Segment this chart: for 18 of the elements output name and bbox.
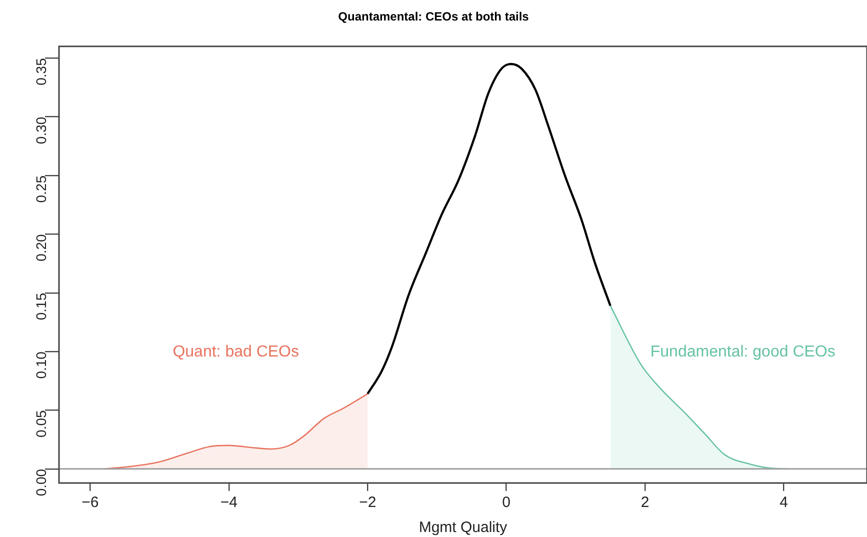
x-axis-title: Mgmt Quality bbox=[418, 519, 508, 536]
x-tick-label: 4 bbox=[780, 494, 788, 512]
x-tick-label: 2 bbox=[640, 494, 650, 512]
x-tick-label: 0 bbox=[502, 494, 511, 512]
y-tick-label: 0.15 bbox=[32, 292, 49, 320]
y-tick-label: 0.10 bbox=[32, 351, 49, 379]
y-tick-label: 0.00 bbox=[32, 468, 49, 496]
y-tick-label: 0.30 bbox=[32, 116, 49, 144]
y-tick-label: 0.25 bbox=[32, 175, 49, 203]
x-tick-label: −2 bbox=[359, 494, 376, 512]
x-tick-label: −4 bbox=[220, 494, 238, 512]
chart-title: Quantamental: CEOs at both tails bbox=[338, 10, 530, 24]
y-tick-label: 0.35 bbox=[32, 58, 49, 86]
x-tick-label: −6 bbox=[82, 494, 99, 512]
y-tick-label: 0.20 bbox=[32, 234, 49, 262]
annotation: Fundamental: good CEOs bbox=[650, 343, 836, 360]
annotation: Quant: bad CEOs bbox=[172, 343, 300, 360]
y-tick-label: 0.05 bbox=[32, 410, 49, 438]
